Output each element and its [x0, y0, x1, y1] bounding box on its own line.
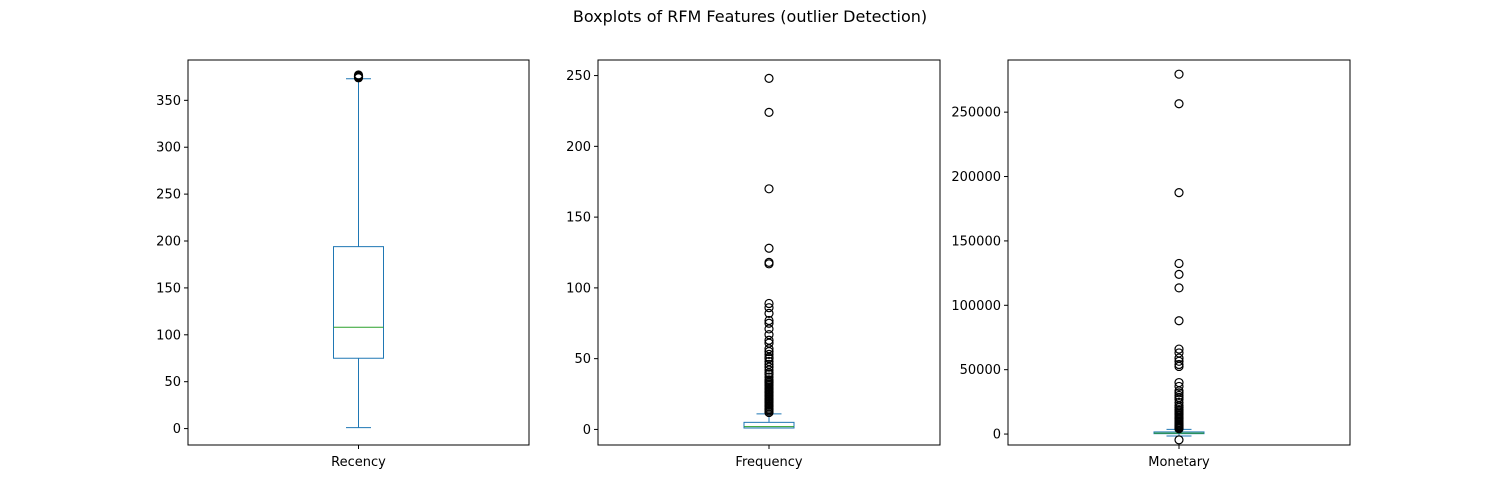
- frequency-box: [743, 421, 795, 429]
- frequency-outlier-point: [764, 308, 774, 318]
- monetary-outlier-point: [1174, 258, 1184, 269]
- figure-title: Boxplots of RFM Features (outlier Detect…: [572, 7, 928, 26]
- frequency-outlier-point: [764, 73, 774, 84]
- frequency-subplot: 0 50 100 150 200 250 Frequency: [566, 59, 941, 470]
- monetary-ytick-label: 250000: [951, 106, 1001, 121]
- frequency-category-label: Frequency: [735, 455, 802, 470]
- frequency-outlier-point: [764, 362, 774, 372]
- monetary-ytick-label: 50000: [960, 363, 1001, 378]
- monetary-outlier-point: [1174, 69, 1184, 79]
- recency-subplot: 0 50 100 150 200 250 300 350 Recency: [156, 59, 530, 470]
- monetary-outlier-point: [1174, 316, 1184, 326]
- monetary-outlier-point: [1174, 424, 1184, 434]
- monetary-outlier-point: [1174, 361, 1184, 372]
- monetary-outlier-point: [1174, 283, 1184, 293]
- recency-box: [333, 246, 384, 359]
- frequency-outlier-point: [764, 365, 774, 375]
- monetary-outlier-point: [1174, 188, 1184, 198]
- monetary-outlier-point: [1174, 269, 1184, 279]
- recency-ytick-label: 100: [156, 328, 181, 343]
- frequency-ytick-label: 150: [566, 211, 591, 226]
- subplots-group: 0 50 100 150 200 250 300 350 Recency 0 50 100 150 200…: [156, 59, 1351, 470]
- frequency-outlier-point: [764, 259, 774, 269]
- recency-outlier-point: [353, 70, 364, 80]
- monetary-category-label: Monetary: [1148, 455, 1210, 470]
- frequency-outlier-point: [764, 243, 774, 253]
- recency-ytick-label: 250: [156, 188, 181, 203]
- frequency-outlier-point: [764, 349, 774, 360]
- frequency-outlier-point: [764, 298, 774, 309]
- monetary-subplot: 0 50000 100000 150000 200000 250000 Monetary: [951, 59, 1351, 470]
- monetary-ytick-label: 200000: [951, 170, 1001, 185]
- recency-ytick-label: 300: [156, 141, 181, 156]
- monetary-outlier-point: [1174, 99, 1184, 109]
- recency-category-label: Recency: [331, 455, 386, 470]
- frequency-outlier-point: [764, 318, 774, 328]
- frequency-outlier-point: [764, 346, 774, 357]
- recency-ytick-label: 200: [156, 235, 181, 250]
- frequency-ytick-label: 0: [583, 423, 591, 438]
- recency-ytick-label: 350: [156, 94, 181, 109]
- frequency-ytick-label: 100: [566, 281, 591, 296]
- monetary-ytick-label: 150000: [951, 234, 1001, 249]
- monetary-ytick-label: 100000: [951, 299, 1001, 314]
- frequency-outlier-point: [764, 107, 774, 117]
- monetary-outlier-point: [1174, 435, 1184, 445]
- frequency-ytick-label: 200: [566, 140, 591, 155]
- frequency-outlier-point: [764, 184, 774, 194]
- recency-ytick-label: 50: [164, 375, 181, 390]
- frequency-outlier-point: [764, 407, 774, 418]
- recency-ytick-label: 0: [173, 422, 181, 437]
- frequency-ytick-label: 50: [574, 352, 591, 367]
- monetary-ytick-label: 0: [993, 428, 1001, 443]
- monetary-outlier-point: [1174, 381, 1184, 392]
- monetary-outlier-point: [1174, 388, 1184, 398]
- monetary-outlier-point: [1174, 344, 1184, 354]
- frequency-ytick-label: 250: [566, 69, 591, 84]
- monetary-outlier-point: [1174, 356, 1184, 366]
- frequency-outlier-point: [764, 303, 774, 313]
- frequency-outlier-point: [764, 324, 774, 334]
- recency-ytick-label: 150: [156, 281, 181, 296]
